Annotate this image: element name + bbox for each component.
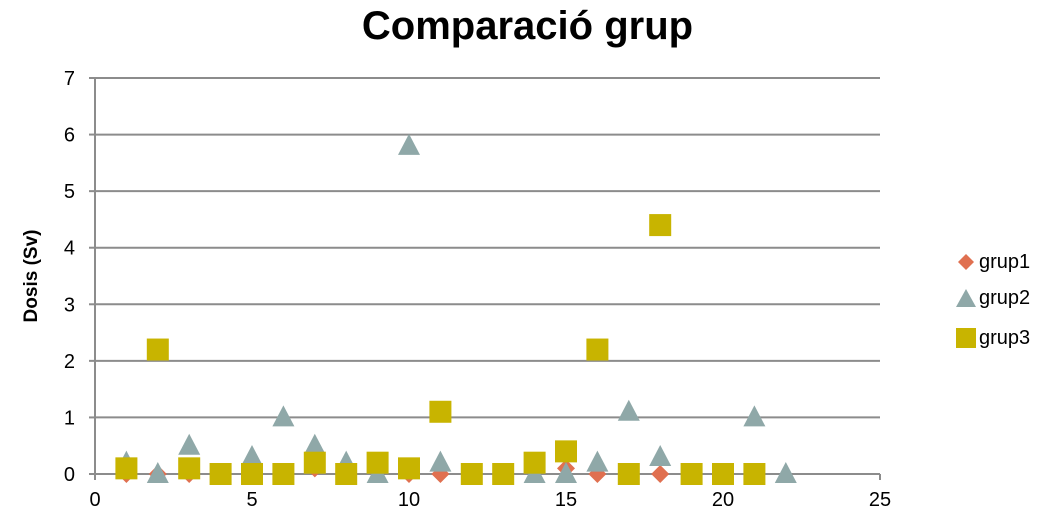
grup2-point [146,462,169,483]
y-axis-label: Dosis (Sv) [21,230,42,323]
legend-marker-triangle [955,287,977,309]
grup3-point [617,463,640,485]
x-tick-label: 15 [555,489,577,511]
legend-label: grup1 [979,250,1031,273]
grup3-point [303,451,326,474]
grup2-point [743,405,766,427]
chart-title: Comparació grup [361,4,694,48]
x-tick-label: 25 [869,489,891,511]
y-tick-label: 7 [64,68,75,90]
grup2-point [398,133,420,155]
y-tick-label: 0 [64,464,75,486]
legend-item-grup1: grup1 [955,244,1055,280]
x-tick-label: 0 [89,489,100,511]
legend-marker-square [955,327,977,349]
grup3-point [115,457,138,480]
grup2-point [774,462,797,483]
grup3-point [398,457,420,480]
legend-item-grup3: grup3 [955,320,1055,356]
grup3-point [680,463,703,485]
legend-marker-diamond [955,251,977,273]
legend-label: grup2 [979,286,1031,309]
grup3-point [146,338,169,361]
y-tick-label: 5 [64,181,75,203]
grup1-point [651,465,670,483]
legend-label: grup3 [979,326,1031,349]
grup3-point [272,463,295,485]
grup3-point [178,457,201,480]
x-tick-label: 5 [246,489,257,511]
grup3-point [366,451,389,474]
grup3-point [492,463,515,485]
grup2-point [303,433,326,455]
grup3-point [712,463,734,485]
grup2-point [178,433,201,455]
legend: grup1 grup2 grup3 [955,244,1055,356]
grup2-point [649,445,672,467]
y-tick-label: 3 [64,294,75,316]
grup3-point [586,338,609,361]
grup3-point [460,463,483,485]
grup3-point [523,451,546,474]
grup3-point [335,463,358,485]
grup3-point [241,463,263,485]
grup2-point [586,450,609,472]
y-tick-label: 6 [64,125,75,147]
grup3-point [209,463,232,485]
y-tick-label: 4 [64,238,75,260]
x-tick-label: 10 [398,489,420,511]
grup2-point [429,450,452,472]
grup3-point [649,214,672,237]
y-tick-label: 2 [64,351,75,373]
grup2-point [241,445,263,467]
grup3-point [555,440,577,463]
y-tick-label: 1 [64,407,75,429]
grup2-point [617,399,640,421]
grup3-point [743,463,766,485]
x-tick-label: 20 [712,489,734,511]
grup2-point [272,405,295,427]
grup2-point [555,462,577,483]
grup3-point [429,400,452,423]
legend-item-grup2: grup2 [955,280,1055,316]
